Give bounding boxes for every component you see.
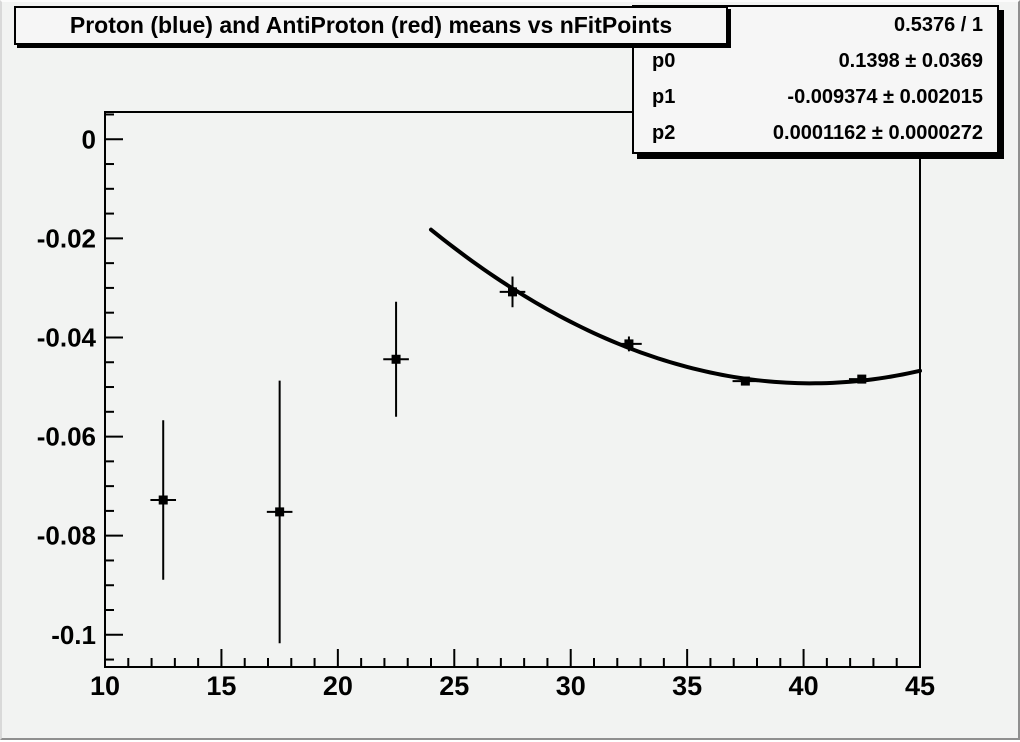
y-tick-label: -0.1 [51, 620, 96, 650]
plot-title-text: Proton (blue) and AntiProton (red) means… [69, 12, 673, 38]
stats-row-p0: p0 0.1398 ± 0.0369 [634, 43, 997, 79]
square-marker [158, 495, 168, 505]
p0-value: 0.1398 ± 0.0369 [838, 49, 983, 72]
stats-row-p1: p1 -0.009374 ± 0.002015 [634, 80, 997, 116]
x-tick-label: 45 [905, 671, 935, 701]
square-marker [740, 376, 750, 386]
square-marker [508, 287, 517, 297]
x-tick-label: 25 [439, 671, 469, 701]
p1-label: p1 [652, 86, 676, 109]
p0-label: p0 [652, 49, 676, 72]
x-tick-label: 15 [206, 671, 236, 701]
square-marker [391, 354, 401, 364]
square-marker [275, 507, 285, 517]
data-series [150, 276, 875, 644]
plot-title-box: Proton (blue) and AntiProton (red) means… [14, 6, 728, 45]
y-tick-label: 0 [82, 124, 96, 154]
x-axis: 10 15 20 25 30 35 40 45 [90, 649, 935, 701]
y-axis: 0 -0.02 -0.04 -0.06 -0.08 -0.1 [37, 113, 123, 661]
x-tick-label: 10 [90, 671, 120, 701]
y-tick-label: -0.04 [37, 322, 97, 352]
y-tick-label: -0.02 [37, 223, 96, 253]
p2-label: p2 [652, 122, 676, 145]
x-tick-label: 40 [789, 671, 819, 701]
stats-row-p2: p2 0.0001162 ± 0.0000272 [634, 116, 997, 152]
p1-value: -0.009374 ± 0.002015 [787, 86, 983, 109]
p2-value: 0.0001162 ± 0.0000272 [772, 122, 983, 145]
fit-curve [429, 227, 922, 386]
y-tick-label: -0.06 [37, 422, 96, 452]
y-tick-label: -0.08 [37, 521, 96, 551]
square-marker [624, 339, 634, 349]
plot-frame [104, 111, 921, 668]
x-tick-label: 30 [556, 671, 586, 701]
chi2-ndf-value: 0.5376 / 1 [894, 13, 983, 36]
data-point [150, 420, 177, 580]
data-point [383, 301, 409, 417]
x-tick-label: 35 [672, 671, 702, 701]
stats-row-chi2: 0.5376 / 1 [634, 7, 997, 43]
x-tick-label: 20 [323, 671, 353, 701]
data-point [266, 380, 293, 644]
